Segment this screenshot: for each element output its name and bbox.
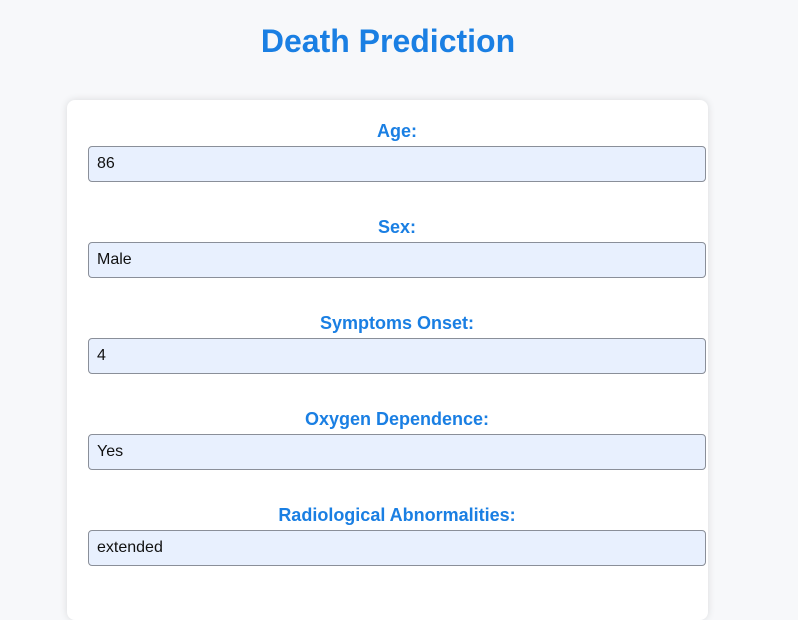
sex-label: Sex:: [377, 217, 417, 237]
symptoms-onset-label: Symptoms Onset:: [319, 313, 475, 333]
oxygen-dependence-input[interactable]: [88, 434, 706, 470]
prediction-form: Age: Sex: Symptoms Onset: Oxygen Depende…: [67, 100, 708, 620]
radiological-abnormalities-label: Radiological Abnormalities:: [278, 505, 516, 525]
sex-field-group: Sex:: [88, 216, 706, 278]
age-input[interactable]: [88, 146, 706, 182]
oxygen-dependence-label: Oxygen Dependence:: [304, 409, 490, 429]
page-title: Death Prediction: [260, 23, 516, 59]
radiological-abnormalities-input[interactable]: [88, 530, 706, 566]
sex-input[interactable]: [88, 242, 706, 278]
radiological-abnormalities-field-group: Radiological Abnormalities:: [88, 504, 706, 566]
symptoms-onset-field-group: Symptoms Onset:: [88, 312, 706, 374]
age-field-group: Age:: [88, 120, 706, 182]
oxygen-dependence-field-group: Oxygen Dependence:: [88, 408, 706, 470]
age-label: Age:: [377, 121, 417, 141]
symptoms-onset-input[interactable]: [88, 338, 706, 374]
